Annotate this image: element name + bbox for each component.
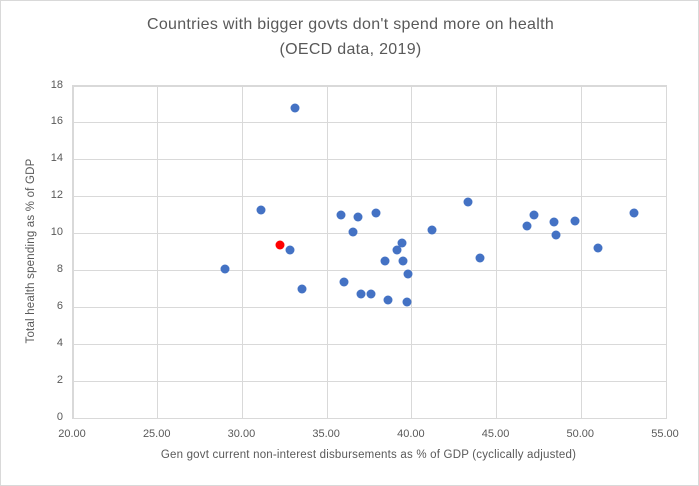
x-tick-label: 40.00 (397, 428, 425, 440)
x-tick-label: 25.00 (142, 428, 171, 440)
horizontal-gridline (73, 343, 666, 345)
data-point (256, 205, 266, 215)
x-tick-label: 50.00 (566, 428, 595, 440)
vertical-gridline (665, 86, 667, 418)
horizontal-gridline (73, 85, 666, 87)
data-point (629, 208, 639, 218)
data-point (463, 197, 473, 207)
horizontal-gridline (73, 269, 666, 271)
y-tick-label: 18 (50, 78, 63, 91)
y-tick-label: 16 (50, 115, 63, 128)
data-point (570, 216, 579, 226)
data-point (336, 210, 346, 220)
horizontal-gridline (73, 196, 666, 198)
plot-area (72, 85, 667, 419)
data-point (371, 208, 381, 218)
data-point (549, 217, 559, 227)
highlighted-data-point (275, 240, 285, 250)
data-point (402, 297, 412, 307)
horizontal-gridline (73, 122, 666, 124)
x-tick-label: 45.00 (481, 428, 510, 440)
data-point (366, 289, 376, 299)
x-tick-label: 30.00 (227, 428, 256, 440)
data-point (403, 269, 413, 279)
data-point (397, 238, 407, 248)
data-point (290, 103, 300, 113)
vertical-gridline (580, 86, 582, 418)
data-point (427, 225, 437, 235)
data-point (529, 210, 539, 220)
data-point (220, 264, 230, 274)
data-point (353, 212, 363, 222)
data-point (356, 289, 366, 299)
vertical-gridline (326, 86, 328, 418)
chart-title: Countries with bigger govts don't spend … (146, 16, 555, 33)
horizontal-gridline (73, 159, 666, 161)
y-tick-label: 0 (56, 410, 63, 423)
data-point (398, 256, 408, 266)
x-tick-label: 20.00 (58, 428, 86, 440)
y-tick-label: 2 (56, 373, 63, 386)
data-point (348, 227, 358, 237)
vertical-gridline (72, 86, 74, 418)
chart-title-block: Countries with bigger govts don't spend … (1, 12, 698, 62)
vertical-gridline (496, 86, 498, 418)
data-point (383, 295, 393, 305)
horizontal-gridline (73, 306, 666, 308)
vertical-gridline (241, 86, 243, 418)
data-point (380, 256, 390, 266)
x-tick-label: 55.00 (651, 428, 679, 440)
vertical-gridline (411, 86, 413, 418)
data-point (392, 245, 402, 255)
data-point (593, 243, 603, 253)
horizontal-gridline (73, 417, 666, 419)
data-point (297, 284, 307, 294)
x-axis-title: Gen govt current non-interest disburseme… (160, 449, 577, 461)
data-point (522, 221, 532, 231)
y-axis-title: Total health spending as % of GDP (25, 158, 37, 344)
x-tick-label: 35.00 (312, 428, 340, 440)
data-point (285, 245, 295, 255)
data-point (339, 277, 349, 286)
horizontal-gridline (73, 380, 666, 382)
horizontal-gridline (73, 233, 666, 235)
chart-subtitle: (OECD data, 2019) (279, 41, 422, 58)
data-point (475, 253, 485, 263)
vertical-gridline (157, 86, 159, 418)
data-point (551, 230, 561, 240)
